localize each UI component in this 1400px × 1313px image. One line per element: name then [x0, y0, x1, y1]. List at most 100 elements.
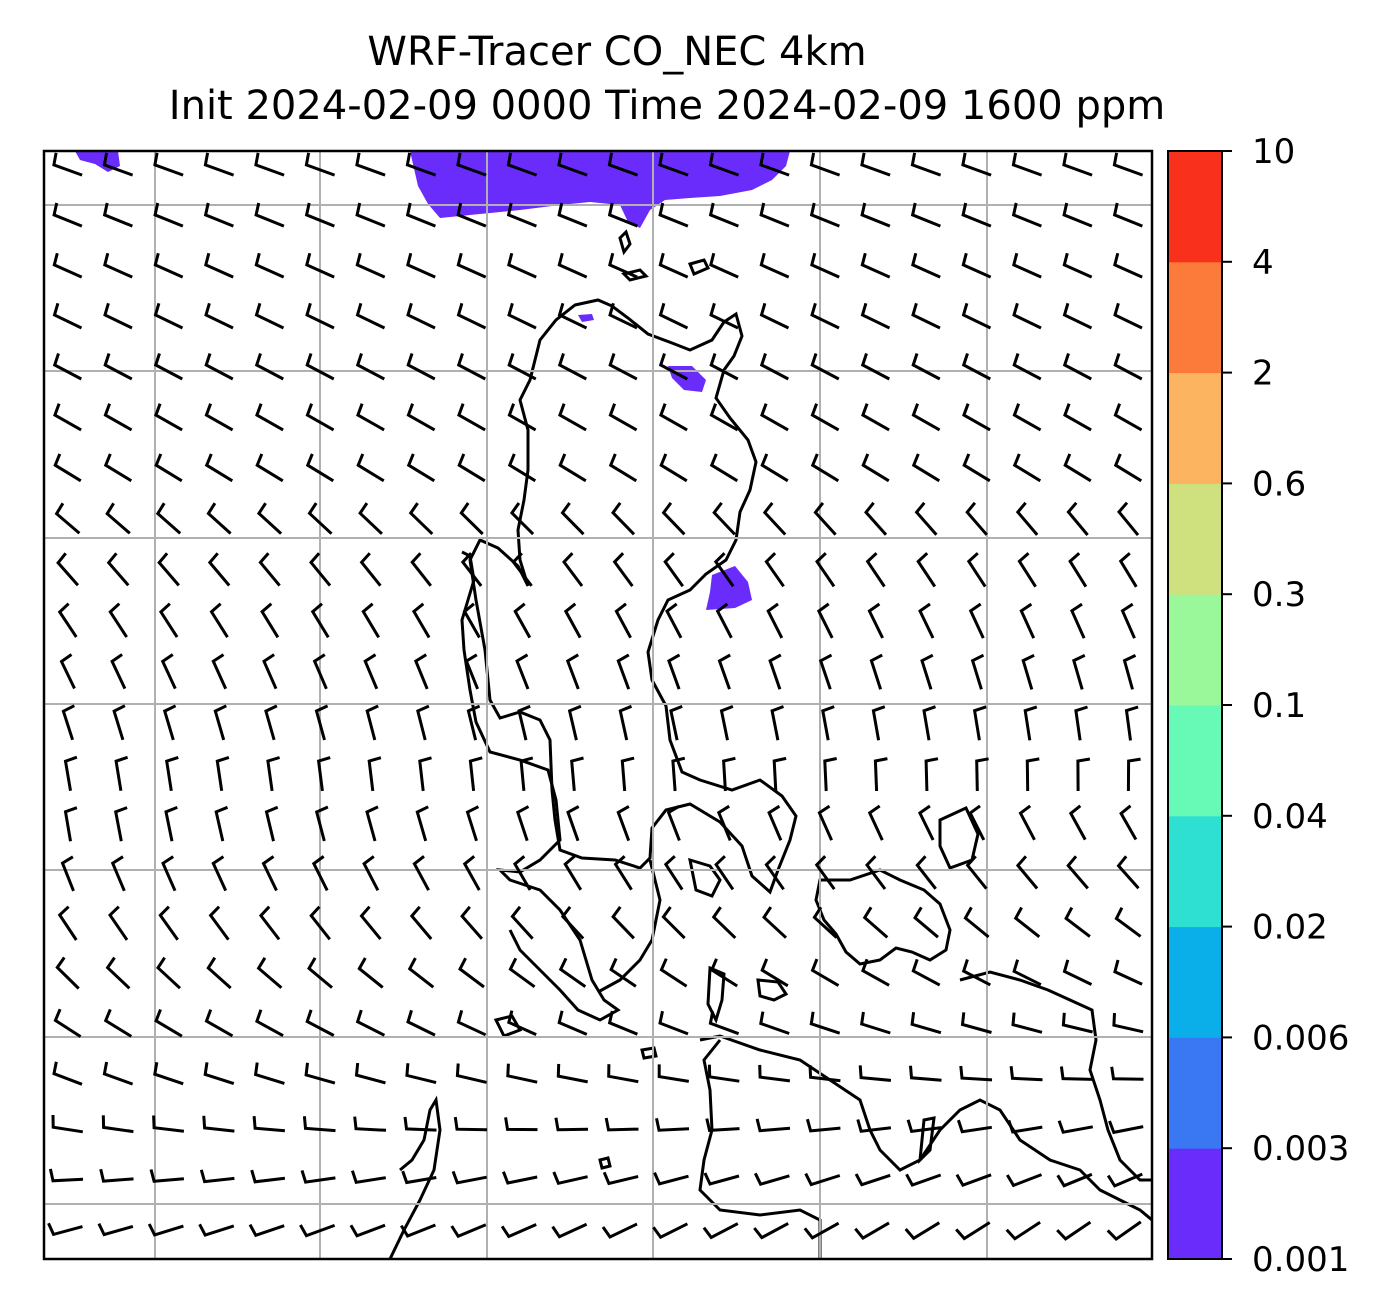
wind-barb	[465, 805, 480, 842]
wind-barb	[155, 502, 182, 535]
wind-barb	[206, 956, 232, 990]
wind-barb	[409, 905, 433, 940]
wind-barb	[759, 252, 790, 279]
wind-barb	[817, 804, 833, 841]
wind-barb	[659, 403, 688, 432]
wind-barb	[712, 501, 736, 536]
wind-barb	[659, 453, 688, 483]
wind-barb	[1068, 552, 1088, 588]
wind-barb	[507, 403, 537, 432]
wind-barb	[255, 403, 284, 432]
map-frame	[42, 149, 1154, 1261]
coastline-island-small-1	[598, 1156, 612, 1170]
wind-barb	[252, 1115, 286, 1133]
wind-barb-layer	[47, 152, 1144, 1242]
wind-barb	[1011, 202, 1042, 228]
colorbar-block	[1168, 483, 1222, 595]
wind-barb	[502, 1171, 538, 1185]
wind-barb	[608, 403, 638, 432]
wind-barb	[913, 906, 939, 939]
wind-barb	[809, 202, 840, 228]
wind-barb	[860, 1011, 891, 1035]
wind-barb	[1113, 353, 1143, 381]
wind-barb	[464, 653, 479, 690]
wind-barb	[1066, 501, 1089, 536]
wind-barb	[203, 152, 235, 177]
wind-barb	[1074, 705, 1088, 741]
wind-barb	[565, 653, 580, 690]
wind-barb	[365, 704, 379, 741]
wind-barb	[305, 1009, 335, 1037]
wind-barb	[309, 552, 332, 587]
wind-barb	[466, 704, 481, 741]
wind-barb	[110, 855, 126, 892]
wind-barb	[922, 705, 936, 741]
wind-barb	[353, 1116, 387, 1132]
wind-barb	[153, 1061, 184, 1086]
wind-barb	[356, 403, 385, 432]
wind-barb	[406, 1009, 436, 1037]
wind-barb	[1015, 855, 1039, 890]
wind-barb	[905, 1173, 942, 1187]
wind-barb	[359, 552, 382, 587]
wind-barb	[153, 302, 184, 330]
coastline-south-peninsula	[597, 859, 662, 994]
wind-barb	[911, 453, 941, 483]
wind-barb	[914, 501, 938, 536]
wind-barb	[665, 602, 683, 639]
wind-barb	[1012, 353, 1042, 381]
wind-barb	[760, 453, 789, 483]
colorbar-tick-label: 0.003	[1252, 1129, 1349, 1169]
wind-barb	[1059, 1066, 1094, 1081]
wind-barb	[562, 552, 584, 587]
wind-barb	[305, 403, 335, 432]
wind-barb	[558, 957, 587, 988]
wind-barb	[616, 805, 631, 842]
wind-barb	[1025, 757, 1040, 792]
wind-barb	[563, 602, 582, 639]
wind-barb	[867, 602, 884, 639]
wind-barb	[608, 353, 638, 381]
wind-barb	[468, 756, 483, 792]
wind-barb	[661, 502, 686, 536]
wind-barb	[858, 1065, 892, 1082]
wind-barb	[1013, 906, 1041, 938]
wind-barb	[965, 501, 988, 536]
wind-barb	[607, 152, 639, 177]
wind-barb	[53, 1008, 82, 1038]
wind-barb	[816, 602, 834, 639]
wind-barb	[611, 502, 636, 536]
wind-barb	[869, 653, 883, 690]
wind-barb	[215, 755, 230, 792]
wind-barb	[53, 403, 82, 432]
colorbar-blocks	[1168, 151, 1222, 1260]
wind-barb	[204, 1009, 234, 1038]
wind-barb	[105, 502, 131, 535]
wind-barb	[254, 252, 285, 279]
wind-barb	[1113, 959, 1143, 986]
wind-barb	[367, 756, 382, 792]
wind-barb	[204, 453, 234, 483]
wind-barb	[961, 152, 992, 177]
wind-barb	[519, 756, 534, 792]
wind-barb	[57, 602, 78, 638]
coastline-east-islands	[959, 970, 1152, 1182]
wind-barb	[1007, 1119, 1043, 1134]
wind-barb	[854, 1221, 890, 1241]
wind-barb	[53, 453, 82, 483]
wind-barb	[862, 906, 889, 939]
colorbar-block	[1168, 1037, 1222, 1149]
wind-barb	[154, 403, 183, 432]
wind-barb	[256, 957, 283, 989]
wind-barb	[204, 403, 234, 432]
wind-barb	[307, 502, 333, 535]
wind-barb	[161, 855, 177, 892]
wind-barb	[214, 805, 229, 842]
wind-barb	[655, 1117, 690, 1132]
wind-barb	[256, 502, 283, 535]
wind-barb	[810, 958, 840, 987]
wind-barb	[716, 804, 732, 841]
wind-barb	[607, 1010, 638, 1036]
